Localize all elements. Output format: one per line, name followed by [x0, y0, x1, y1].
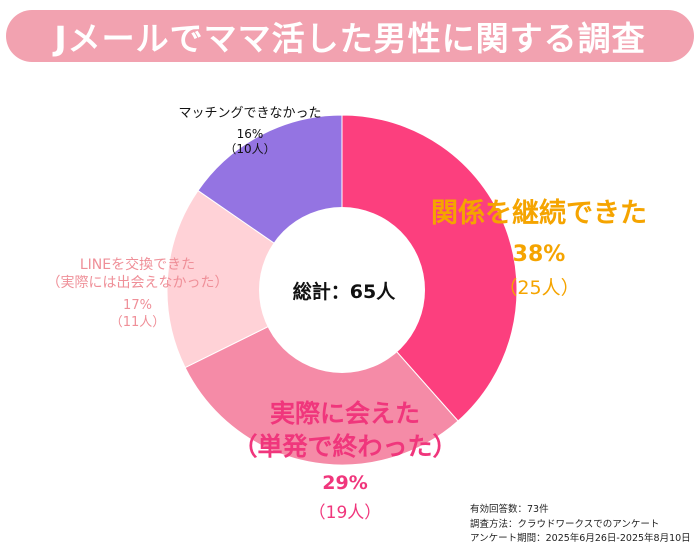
slice-count-met-once: （19人）	[308, 502, 382, 523]
slice-line-exchanged	[166, 189, 343, 369]
slice-count-continued: （25人）	[498, 276, 580, 299]
label-group-line-exchanged: LINEを交換できた （実際には出会えなかった） 17% （11人）	[10, 256, 265, 332]
survey-notes: 有効回答数：73件 調査方法：クラウドワークスでのアンケート アンケート期間：2…	[470, 503, 691, 547]
slice-percent-no-match: 16%	[236, 126, 264, 141]
slice-label-no-match: マッチングできなかった	[178, 106, 322, 121]
slice-count-line-exchanged: （11人）	[109, 315, 166, 331]
slice-sublabel-line-exchanged: （実際には出会えなかった）	[46, 275, 229, 292]
donut-hole	[259, 207, 425, 373]
slice-sublabel-met-once: （単発で終わった）	[232, 431, 458, 461]
slice-label-continued: 関係を継続できた	[431, 198, 647, 229]
slice-percent-met-once: 29%	[322, 472, 368, 494]
title-banner: Jメールでママ活した男性に関する調査	[6, 10, 694, 62]
chart-title: Jメールでママ活した男性に関する調査	[54, 19, 646, 58]
note-responses: 有効回答数：73件	[470, 504, 549, 515]
slice-continued	[341, 114, 518, 422]
slice-percent-continued: 38%	[512, 242, 566, 268]
label-group-met-once: 実際に会えた （単発で終わった） 29% （19人）	[200, 398, 490, 524]
slice-count-no-match: （10人）	[224, 142, 276, 157]
label-group-continued: 関係を継続できた 38% （25人）	[404, 196, 674, 300]
label-group-no-match: マッチングできなかった 16% （10人）	[150, 106, 350, 158]
slice-label-line-exchanged: LINEを交換できた	[79, 257, 196, 273]
center-total-label: 総計：65人	[293, 280, 396, 303]
slice-met-once	[184, 289, 459, 466]
slice-percent-line-exchanged: 17%	[123, 298, 152, 314]
note-period: アンケート期間：2025年6月26日-2025年8月10日	[470, 533, 691, 545]
note-method: 調査方法：クラウドワークスでのアンケート	[470, 518, 660, 530]
slice-label-met-once: 実際に会えた	[269, 399, 420, 428]
